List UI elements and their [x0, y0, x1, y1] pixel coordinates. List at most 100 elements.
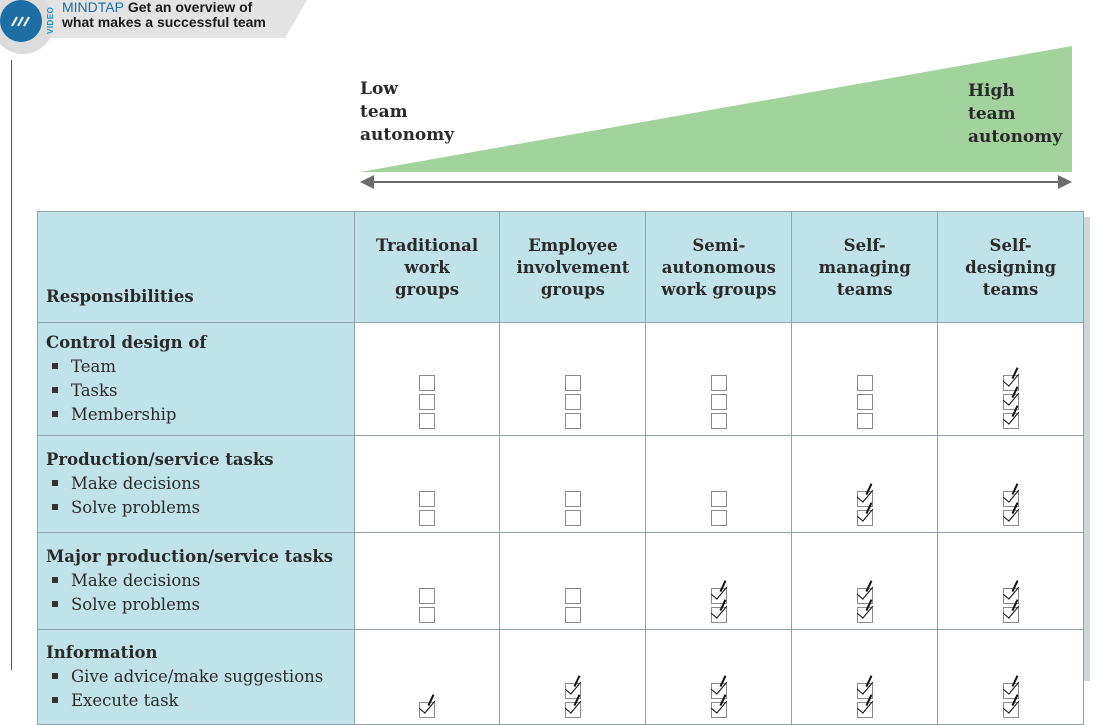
- header-line: Self-: [989, 236, 1032, 255]
- item-text: Solve problems: [71, 498, 200, 517]
- check-cell: [353, 629, 501, 725]
- check-cell: [937, 629, 1084, 725]
- check-cell: [499, 435, 647, 533]
- list-item: Execute task: [46, 689, 346, 713]
- header-line: Semi-: [692, 236, 746, 255]
- check-cell: [645, 532, 793, 630]
- row-title: Control design of: [46, 333, 207, 352]
- empty-checkbox-icon: [419, 491, 436, 507]
- check-cell: [937, 532, 1084, 630]
- checked-checkbox-icon: [564, 702, 581, 718]
- row-label: Production/service tasks Make decisions …: [37, 435, 355, 533]
- checked-checkbox-icon: [1002, 702, 1019, 718]
- check-cell: [937, 435, 1084, 533]
- check-cell: [353, 532, 501, 630]
- checkbox-stack: [419, 683, 436, 718]
- check-cell: [937, 322, 1084, 436]
- badge-line1: Get an overview of: [127, 0, 253, 15]
- high-line-2: team: [968, 104, 1016, 124]
- empty-checkbox-icon: [419, 413, 436, 429]
- empty-checkbox-icon: [710, 413, 727, 429]
- checkbox-stack: [710, 588, 727, 623]
- check-cell: [499, 322, 647, 436]
- header-line: teams: [982, 280, 1039, 299]
- check-cell: [353, 435, 501, 533]
- check-cell: [353, 322, 501, 436]
- checkbox-stack: [710, 491, 727, 526]
- high-autonomy-label: High team autonomy: [968, 80, 1062, 149]
- check-cell: [499, 629, 647, 725]
- header-line: Self-: [843, 236, 886, 255]
- checked-checkbox-icon: [856, 702, 873, 718]
- header-line: teams: [836, 280, 893, 299]
- check-cell: [645, 435, 793, 533]
- empty-checkbox-icon: [564, 394, 581, 410]
- checkbox-stack: [710, 375, 727, 429]
- list-item: Make decisions: [46, 569, 346, 593]
- header-line: work groups: [661, 280, 777, 299]
- list-item: Give advice/make suggestions: [46, 665, 346, 689]
- empty-checkbox-icon: [710, 394, 727, 410]
- list-item: Make decisions: [46, 472, 346, 496]
- chevrons-icon[interactable]: [0, 0, 42, 42]
- empty-checkbox-icon: [856, 413, 873, 429]
- checkbox-stack: [564, 588, 581, 623]
- item-text: Make decisions: [71, 474, 201, 493]
- empty-checkbox-icon: [564, 510, 581, 526]
- empty-checkbox-icon: [419, 375, 436, 391]
- empty-checkbox-icon: [419, 607, 436, 623]
- header-self-designing: Self- designing teams: [937, 211, 1084, 323]
- checked-checkbox-icon: [1002, 510, 1019, 526]
- table-row: Information Give advice/make suggestions…: [37, 629, 1084, 725]
- item-text: Make decisions: [71, 571, 201, 590]
- checkbox-stack: [419, 491, 436, 526]
- checkbox-stack: [856, 588, 873, 623]
- badge-text[interactable]: MINDTAP Get an overview of what makes a …: [62, 0, 266, 30]
- item-text: Execute task: [71, 691, 179, 710]
- empty-checkbox-icon: [564, 588, 581, 604]
- item-text: Team: [71, 357, 116, 376]
- checkbox-stack: [419, 375, 436, 429]
- badge-line2: what makes a successful team: [62, 14, 266, 30]
- checkbox-stack: [564, 491, 581, 526]
- table-row: Major production/service tasks Make deci…: [37, 532, 1084, 630]
- empty-checkbox-icon: [419, 510, 436, 526]
- header-line: Traditional: [375, 236, 479, 255]
- empty-checkbox-icon: [419, 394, 436, 410]
- header-employee-involvement: Employee involvement groups: [499, 211, 647, 323]
- chevrons-icon-svg: [11, 16, 30, 27]
- checked-checkbox-icon: [710, 607, 727, 623]
- row-title: Information: [46, 643, 158, 662]
- empty-checkbox-icon: [564, 413, 581, 429]
- header-line: groups: [395, 280, 460, 299]
- list-item: Solve problems: [46, 593, 346, 617]
- header-semi-autonomous: Semi- autonomous work groups: [645, 211, 793, 323]
- item-text: Solve problems: [71, 595, 200, 614]
- item-text: Give advice/make suggestions: [71, 667, 324, 686]
- empty-checkbox-icon: [856, 394, 873, 410]
- check-cell: [791, 629, 939, 725]
- check-cell: [499, 532, 647, 630]
- checkbox-stack: [1002, 588, 1019, 623]
- header-self-managing: Self- managing teams: [791, 211, 939, 323]
- empty-checkbox-icon: [710, 375, 727, 391]
- check-cell: [791, 435, 939, 533]
- list-item: Tasks: [46, 379, 346, 403]
- checkbox-stack: [564, 683, 581, 718]
- check-cell: [645, 322, 793, 436]
- header-line: designing: [965, 258, 1057, 277]
- check-cell: [791, 532, 939, 630]
- checkbox-stack: [856, 683, 873, 718]
- checked-checkbox-icon: [419, 702, 436, 718]
- header-line: managing: [818, 258, 911, 277]
- checkbox-stack: [1002, 683, 1019, 718]
- header-line: groups: [540, 280, 605, 299]
- header-line: involvement: [516, 258, 630, 277]
- low-line-3: autonomy: [360, 125, 455, 145]
- empty-checkbox-icon: [710, 491, 727, 507]
- checkbox-stack: [1002, 491, 1019, 526]
- list-item: Team: [46, 355, 346, 379]
- checked-checkbox-icon: [1002, 413, 1019, 429]
- checkbox-stack: [419, 588, 436, 623]
- high-line-3: autonomy: [968, 127, 1063, 147]
